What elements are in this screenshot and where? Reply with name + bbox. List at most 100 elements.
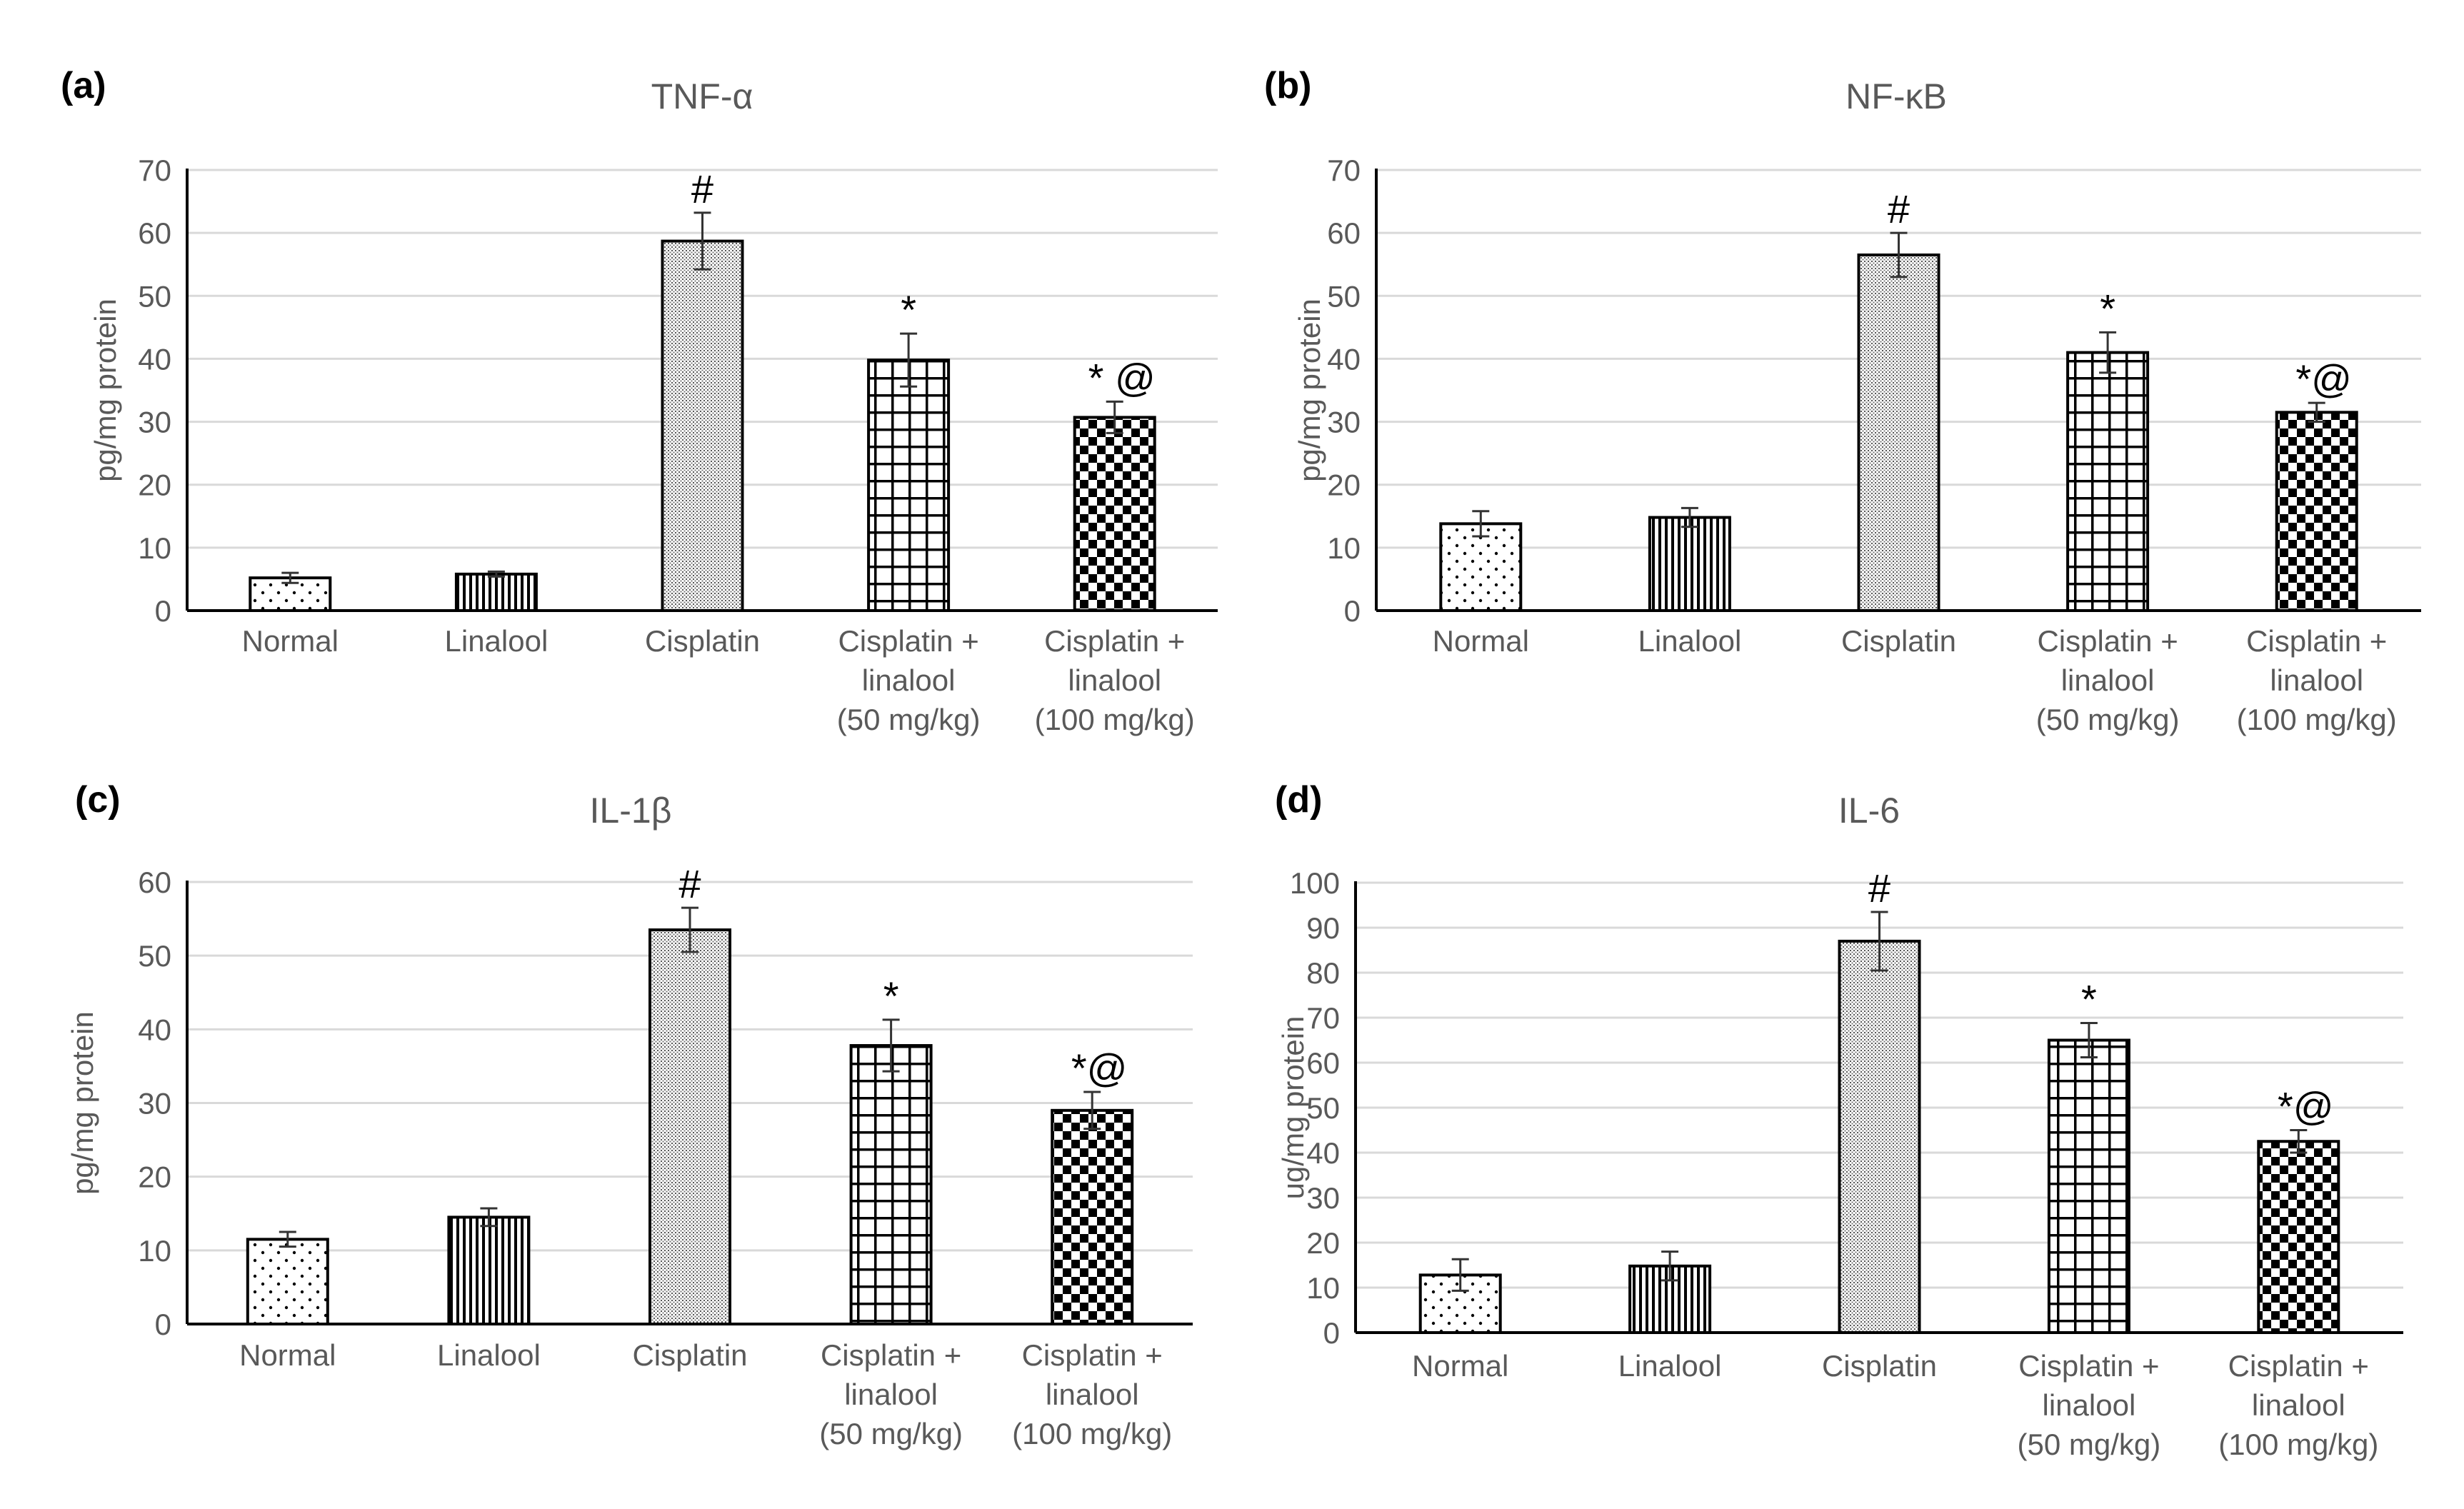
y-axis-label: pg/mg protein	[1293, 299, 1326, 482]
significance-marker: #	[1888, 186, 1910, 231]
y-tick-label: 10	[1306, 1271, 1340, 1305]
panel-label: (a)	[61, 65, 106, 106]
x-category-label: (100 mg/kg)	[1012, 1417, 1172, 1450]
y-tick-label: 0	[155, 1308, 171, 1341]
x-category-label: Normal	[1433, 624, 1529, 658]
y-tick-label: 20	[138, 1160, 171, 1194]
x-category-label: Cisplatin +	[821, 1338, 961, 1372]
bar	[1857, 253, 1940, 612]
x-category-label: (100 mg/kg)	[1035, 703, 1195, 736]
y-tick-label: 0	[1323, 1316, 1340, 1350]
x-category-label: Linalool	[1638, 624, 1742, 658]
x-category-label: Cisplatin +	[2037, 624, 2178, 658]
y-tick-label: 50	[1306, 1091, 1340, 1125]
y-tick-label: 60	[1327, 216, 1361, 250]
y-tick-label: 0	[1344, 594, 1361, 628]
bar	[454, 572, 538, 612]
y-tick-label: 30	[138, 406, 171, 439]
x-category-label: Linalool	[1618, 1349, 1722, 1383]
x-category-label: Cisplatin	[1841, 624, 1956, 658]
x-category-label: linalool	[1068, 663, 1161, 697]
x-category-label: Normal	[242, 624, 339, 658]
y-tick-label: 30	[1306, 1181, 1340, 1215]
y-tick-label: 40	[1327, 342, 1361, 376]
y-tick-label: 40	[138, 1013, 171, 1046]
bar	[1439, 522, 1523, 612]
x-category-label: Cisplatin +	[1022, 1338, 1163, 1372]
y-tick-label: 70	[138, 154, 171, 187]
panel-label: (b)	[1264, 65, 1311, 106]
bar	[2047, 1038, 2130, 1334]
x-category-label: Cisplatin +	[838, 624, 978, 658]
y-tick-label: 10	[138, 531, 171, 565]
x-category-label: linalool	[2270, 663, 2363, 697]
y-tick-label: 100	[1290, 866, 1340, 900]
x-category-label: Cisplatin +	[2228, 1349, 2369, 1383]
y-tick-label: 50	[138, 939, 171, 973]
bar	[849, 1044, 933, 1326]
y-tick-label: 70	[1306, 1001, 1340, 1035]
y-tick-label: 50	[1327, 279, 1361, 313]
x-category-label: Normal	[239, 1338, 336, 1372]
x-category-label: linalool	[2252, 1388, 2345, 1422]
chart-title: IL-1β	[590, 791, 672, 831]
significance-marker: #	[691, 166, 713, 211]
y-tick-label: 30	[138, 1087, 171, 1121]
y-tick-label: 10	[138, 1234, 171, 1268]
panel-label: (d)	[1275, 779, 1322, 821]
x-category-label: Cisplatin	[645, 624, 760, 658]
y-tick-label: 60	[138, 216, 171, 250]
bar	[2257, 1140, 2340, 1334]
significance-marker: *@	[1071, 1046, 1128, 1091]
significance-marker: *	[2100, 286, 2115, 331]
x-category-label: linalool	[1046, 1378, 1139, 1411]
bar	[1838, 939, 1921, 1334]
y-tick-label: 40	[1306, 1136, 1340, 1170]
y-tick-label: 10	[1327, 531, 1361, 565]
y-tick-label: 40	[138, 342, 171, 376]
chart-title: TNF-α	[651, 76, 753, 116]
y-axis-label: pg/mg protein	[89, 299, 122, 482]
bar	[1648, 516, 1731, 613]
x-category-label: linalool	[2061, 663, 2155, 697]
x-category-label: (100 mg/kg)	[2218, 1428, 2378, 1461]
x-category-label: linalool	[862, 663, 956, 697]
x-category-label: (50 mg/kg)	[2018, 1428, 2161, 1461]
y-axis-label: pg/mg protein	[66, 1011, 99, 1195]
significance-marker: *	[2081, 977, 2097, 1022]
bar	[1051, 1108, 1134, 1325]
x-category-label: Linalool	[445, 624, 549, 658]
y-tick-label: 20	[1306, 1226, 1340, 1260]
chart-title: NF-κB	[1846, 76, 1947, 116]
significance-marker: *	[901, 287, 916, 332]
x-category-label: Cisplatin +	[1044, 624, 1185, 658]
significance-marker: * @	[1088, 355, 1156, 400]
bar	[447, 1215, 531, 1325]
x-category-label: Cisplatin	[632, 1338, 747, 1372]
bar	[246, 1238, 329, 1325]
x-category-label: linalool	[844, 1378, 938, 1411]
chart-panel-4: 0 10 20 30 40 50 60 70 80 90 100 Normal Linalool # Cis…	[1275, 779, 2403, 1461]
x-category-label: (50 mg/kg)	[837, 703, 981, 736]
y-tick-label: 20	[1327, 468, 1361, 502]
x-category-label: Cisplatin +	[2018, 1349, 2159, 1383]
chart-panel-3: 0 10 20 30 40 50 60 Normal Linalool # Cisplatin * Ci…	[66, 779, 1193, 1450]
x-category-label: Cisplatin	[1822, 1349, 1937, 1383]
bar	[1073, 416, 1156, 612]
y-tick-label: 60	[1306, 1046, 1340, 1080]
significance-marker: *@	[2278, 1084, 2334, 1129]
panel-label: (c)	[75, 779, 121, 821]
y-tick-label: 0	[155, 594, 171, 628]
significance-marker: #	[1868, 866, 1890, 911]
y-axis-label: ug/mg protein	[1276, 1016, 1310, 1200]
x-category-label: Linalool	[437, 1338, 541, 1372]
y-tick-label: 20	[138, 468, 171, 502]
chart-title: IL-6	[1838, 791, 1900, 831]
y-tick-label: 90	[1306, 911, 1340, 945]
chart-panel-1: 0 10 20 30 40 50 60 70 Normal Linalool # Cisplatin *…	[61, 65, 1218, 736]
chart-panel-2: 0 10 20 30 40 50 60 70 Normal Linalool # Cisplatin *…	[1264, 65, 2421, 736]
y-tick-label: 70	[1327, 154, 1361, 187]
significance-marker: *	[883, 973, 899, 1018]
significance-marker: #	[678, 861, 701, 906]
